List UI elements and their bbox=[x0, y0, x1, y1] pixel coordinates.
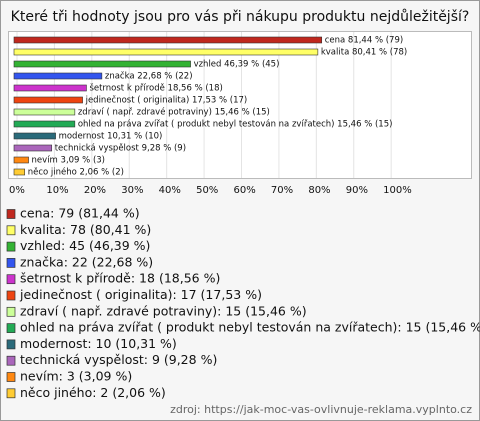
source: zdroj: https://jak-moc-vas-ovlivnuje-rek… bbox=[170, 403, 472, 416]
legend-swatch bbox=[6, 355, 16, 366]
legend-swatch bbox=[6, 323, 16, 333]
x-tick-label: 60% bbox=[234, 185, 256, 196]
x-tick-label: 70% bbox=[271, 185, 293, 196]
value-label: kvalita 80,41 % (78) bbox=[321, 48, 407, 58]
x-tick-label: 10% bbox=[46, 185, 68, 196]
x-tick-label: 40% bbox=[159, 185, 181, 196]
value-label: značka 22,68 % (22) bbox=[105, 71, 193, 82]
value-label: technická vyspělost 9,28 % (9) bbox=[55, 144, 186, 154]
legend-swatch bbox=[6, 258, 16, 268]
legend-swatch bbox=[6, 372, 16, 382]
bar bbox=[13, 156, 29, 164]
bar bbox=[13, 96, 83, 104]
x-tick-label: 100% bbox=[383, 185, 412, 196]
x-tick-label: 20% bbox=[84, 185, 106, 196]
value-label: nevím 3,09 % (3) bbox=[32, 156, 105, 166]
legend-entry: modernost: 10 (10,31 %) bbox=[20, 336, 177, 351]
legend-entry: cena: 79 (81,44 %) bbox=[20, 206, 140, 221]
value-label: modernost 10,31 % (10) bbox=[59, 132, 163, 142]
bar bbox=[13, 144, 53, 152]
bar bbox=[13, 168, 26, 176]
value-label: ohled na práva zvířat ( produkt nebyl te… bbox=[78, 120, 393, 130]
legend-swatch bbox=[6, 209, 16, 219]
legend-entry: šetrnost k přírodě: 18 (18,56 %) bbox=[20, 271, 220, 286]
value-label: cena 81,44 % (79) bbox=[325, 36, 403, 46]
value-label: zdraví ( např. zdravé potraviny) 15,46 %… bbox=[78, 107, 270, 118]
bar bbox=[13, 132, 56, 140]
bar bbox=[13, 84, 87, 92]
x-tick-label: 80% bbox=[308, 185, 330, 196]
legend-swatch bbox=[6, 306, 16, 317]
legend-entry: zdraví ( např. zdravé potraviny): 15 (15… bbox=[20, 303, 307, 318]
value-label: vzhled 46,39 % (45) bbox=[194, 60, 280, 70]
x-tick-label: 90% bbox=[346, 185, 368, 196]
legend-entry: něco jiného: 2 (2,06 %) bbox=[20, 385, 166, 400]
legend-swatch bbox=[6, 290, 16, 301]
bar bbox=[13, 60, 191, 68]
value-label: šetrnost k přírodě 18,56 % (18) bbox=[89, 83, 222, 94]
legend-entry: značka: 22 (22,68 %) bbox=[20, 254, 153, 269]
legend-swatch bbox=[6, 388, 16, 399]
legend-entry: technická vyspělost: 9 (9,28 %) bbox=[20, 352, 217, 367]
bar bbox=[13, 108, 76, 116]
bar bbox=[13, 36, 323, 44]
x-tick-label: 0% bbox=[9, 185, 25, 196]
legend-entry: vzhled: 45 (46,39 %) bbox=[20, 238, 150, 253]
bar bbox=[13, 120, 76, 128]
value-label: něco jiného 2,06 % (2) bbox=[28, 167, 124, 178]
x-tick-label: 50% bbox=[196, 185, 218, 196]
legend-entry: jedinečnost ( originalita): 17 (17,53 %) bbox=[19, 287, 262, 302]
legend-swatch bbox=[6, 225, 16, 236]
legend-entry: nevím: 3 (3,09 %) bbox=[20, 369, 132, 384]
legend-swatch bbox=[6, 241, 16, 252]
legend-entry: kvalita: 78 (80,41 %) bbox=[20, 222, 151, 237]
bar bbox=[13, 48, 319, 56]
x-tick-label: 30% bbox=[121, 185, 143, 196]
value-label: jedinečnost ( originalita) 17,53 % (17) bbox=[85, 95, 248, 106]
legend-entry: ohled na práva zvířat ( produkt nebyl te… bbox=[20, 320, 480, 335]
legend-swatch bbox=[6, 339, 16, 350]
bar bbox=[13, 72, 103, 80]
legend-swatch bbox=[6, 274, 16, 285]
chart-title: Které tři hodnoty jsou pro vás při nákup… bbox=[11, 9, 470, 25]
plot-area bbox=[8, 31, 472, 179]
